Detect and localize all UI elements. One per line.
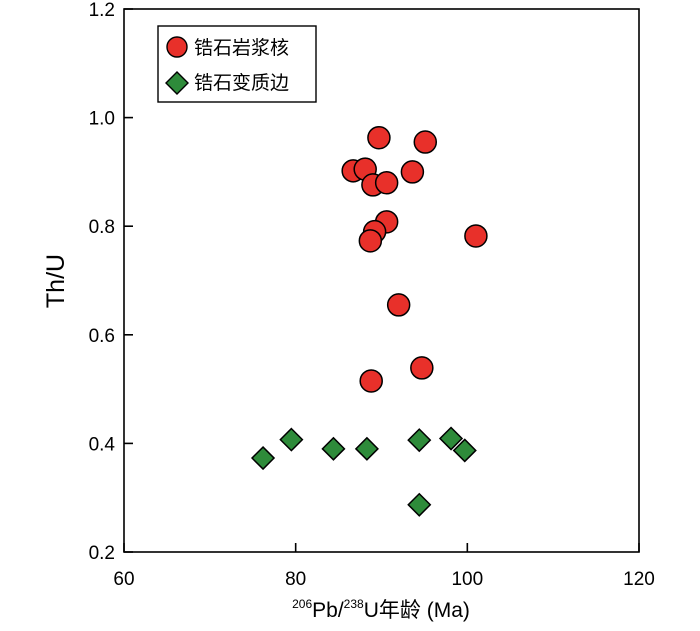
x-axis-title-sup1: 206 bbox=[292, 597, 312, 611]
y-tick-label: 1.2 bbox=[89, 0, 115, 21]
legend-label-magmatic-core: 锆石岩浆核 bbox=[194, 37, 289, 59]
y-tick-label: 0.8 bbox=[89, 217, 115, 238]
magmatic-core-point bbox=[386, 293, 411, 317]
legend-marker-circle bbox=[166, 36, 188, 58]
x-tick-label: 60 bbox=[113, 569, 134, 590]
magmatic-core-point bbox=[374, 171, 399, 195]
x-tick-label: 100 bbox=[451, 569, 483, 590]
y-tick-label: 1.0 bbox=[89, 109, 115, 130]
magmatic-core-point bbox=[400, 160, 425, 184]
magmatic-core-point bbox=[359, 369, 383, 393]
metamorphic-rim-point bbox=[407, 492, 432, 517]
legend-label-metamorphic-rim: 锆石变质边 bbox=[194, 72, 289, 94]
magmatic-core-point bbox=[358, 229, 383, 253]
magmatic-core-point bbox=[413, 130, 438, 154]
x-axis-title-part2: U年龄 (Ma) bbox=[364, 599, 470, 622]
metamorphic-rim-point bbox=[279, 427, 304, 452]
x-axis-title: 206Pb/238U年龄 (Ma) bbox=[292, 597, 470, 622]
y-axis-title: Th/U bbox=[42, 254, 70, 308]
metamorphic-rim-point bbox=[321, 436, 346, 461]
legend: 锆石岩浆核 锆石变质边 bbox=[157, 25, 317, 103]
x-axis-title-sup2: 238 bbox=[344, 597, 364, 611]
data-points bbox=[250, 125, 488, 517]
x-axis-title-part1: Pb/ bbox=[312, 599, 344, 622]
x-tick-label: 80 bbox=[285, 569, 306, 590]
metamorphic-rim-point bbox=[452, 438, 477, 463]
axis-ticks: 60 80 100 120 0.2 0.4 0.6 0.8 1.0 1.2 bbox=[89, 0, 655, 590]
x-tick-label: 120 bbox=[623, 569, 655, 590]
magmatic-core-point bbox=[464, 224, 488, 248]
y-tick-label: 0.6 bbox=[89, 326, 115, 347]
plot-frame bbox=[123, 8, 640, 553]
metamorphic-rim-point bbox=[407, 428, 432, 453]
y-tick-label: 0.4 bbox=[89, 434, 116, 455]
legend-box bbox=[157, 25, 317, 103]
metamorphic-rim-point bbox=[438, 426, 464, 451]
metamorphic-rim-point bbox=[354, 436, 379, 461]
y-tick-label: 0.2 bbox=[89, 543, 115, 564]
magmatic-core-point bbox=[410, 356, 434, 380]
legend-marker-diamond bbox=[165, 71, 189, 95]
metamorphic-rim-point bbox=[250, 446, 276, 471]
magmatic-core-point bbox=[367, 125, 391, 150]
